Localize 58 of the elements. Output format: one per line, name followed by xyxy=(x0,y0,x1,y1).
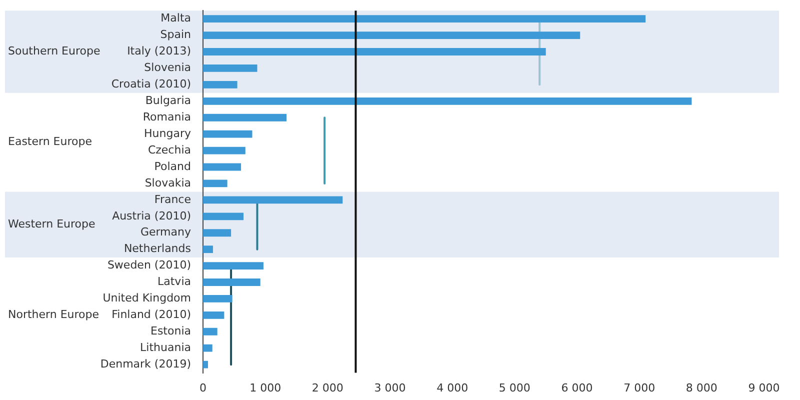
y-tick-label: Austria (2010) xyxy=(112,209,191,222)
x-tick-label: 1 000 xyxy=(250,381,282,394)
text: Eastern Europe xyxy=(8,135,92,148)
y-tick-label: Slovenia xyxy=(144,61,191,74)
bar xyxy=(203,130,252,138)
y-tick-label: Bulgaria xyxy=(145,94,191,108)
x-tick-label: 9 000 xyxy=(748,381,780,394)
bar xyxy=(203,328,218,336)
bar xyxy=(203,48,546,56)
bar xyxy=(203,229,232,237)
y-tick-label: Czechia xyxy=(148,143,191,156)
y-tick-label: Lithuania xyxy=(140,340,191,354)
bar xyxy=(203,311,224,319)
y-tick-label: Croatia (2010) xyxy=(111,78,191,91)
x-tick-label: 7 000 xyxy=(624,381,656,394)
y-tick-label: Finland (2010) xyxy=(112,308,191,322)
y-tick-label: Slovakia xyxy=(144,176,191,190)
x-tick-label: 8 000 xyxy=(686,381,718,394)
text: Northern Europe xyxy=(8,308,100,322)
bar xyxy=(203,262,264,270)
bar xyxy=(203,80,238,88)
bar xyxy=(203,278,260,286)
bar xyxy=(203,114,287,122)
y-tick-label: Romania xyxy=(142,110,191,124)
bar xyxy=(203,295,232,302)
bar xyxy=(203,163,242,171)
bar xyxy=(203,344,212,352)
y-tick-label: Italy (2013) xyxy=(127,44,191,58)
y-tick-label: France xyxy=(154,192,192,206)
y-tick-label: Latvia xyxy=(158,275,191,288)
y-tick-label: Sweden (2010) xyxy=(107,258,191,272)
x-tick-label: 6 000 xyxy=(561,381,593,394)
y-tick-label: Malta xyxy=(160,12,191,25)
x-tick-label: 0 xyxy=(200,381,206,394)
y-tick-label: Germany xyxy=(140,226,192,239)
bar xyxy=(203,212,244,220)
y-tick-label: United Kingdom xyxy=(102,292,191,305)
y-tick-label: Poland xyxy=(154,160,191,173)
bar xyxy=(203,180,228,188)
x-tick-label: 5 000 xyxy=(498,381,530,394)
band-label: Western Europe xyxy=(8,217,96,230)
bar xyxy=(203,32,580,39)
y-tick-label: Denmark (2019) xyxy=(100,357,191,370)
x-tick-label: 2 000 xyxy=(312,381,344,394)
bar xyxy=(203,196,343,204)
y-tick-label: Estonia xyxy=(150,324,191,338)
y-tick-label: Hungary xyxy=(144,126,192,140)
bar xyxy=(203,246,213,254)
x-tick-label: 3 000 xyxy=(374,381,406,394)
band-label: Southern Europe xyxy=(8,44,100,58)
bar xyxy=(203,15,646,23)
x-tick-label: 4 000 xyxy=(436,381,468,394)
y-tick-label: Spain xyxy=(160,28,192,42)
y-tick-label: Netherlands xyxy=(124,242,192,256)
bar xyxy=(203,64,258,72)
bar xyxy=(203,97,692,105)
bar xyxy=(203,146,246,154)
bar xyxy=(203,360,208,368)
